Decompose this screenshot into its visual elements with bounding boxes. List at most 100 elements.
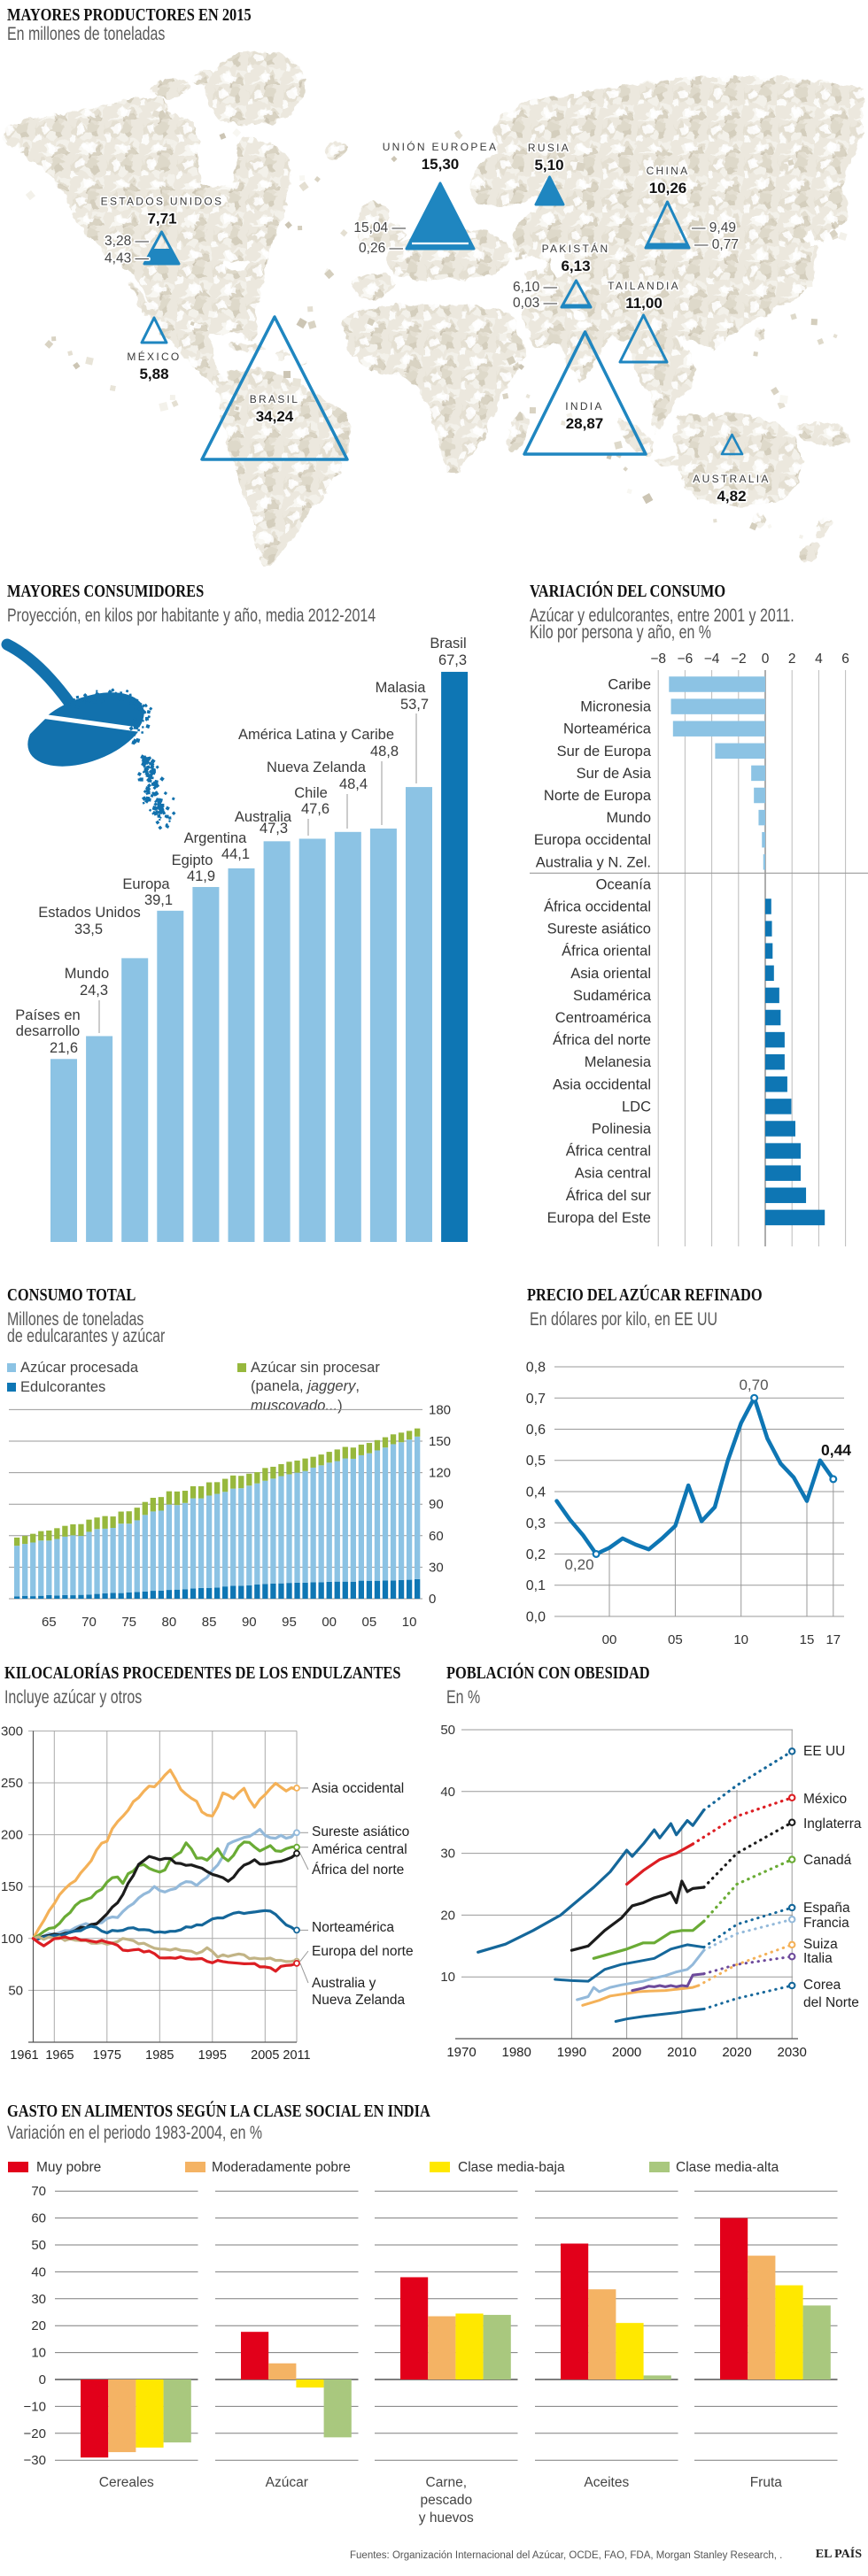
svg-text:200: 200 <box>1 1828 23 1843</box>
svg-text:Chile: Chile <box>294 785 328 801</box>
svg-text:2020: 2020 <box>722 2045 751 2060</box>
svg-text:−4: −4 <box>704 652 720 667</box>
svg-text:Australia: Australia <box>235 809 292 825</box>
svg-text:50: 50 <box>8 1983 23 1998</box>
svg-text:53,7: 53,7 <box>400 697 429 713</box>
svg-text:África oriental: África oriental <box>562 943 651 960</box>
svg-text:20: 20 <box>31 2318 46 2333</box>
svg-text:21,6: 21,6 <box>50 1040 78 1056</box>
svg-text:Fruta: Fruta <box>750 2475 783 2490</box>
svg-text:Sur de Europa: Sur de Europa <box>557 744 652 760</box>
svg-text:2011: 2011 <box>283 2048 310 2063</box>
svg-text:Europa occidental: Europa occidental <box>534 832 651 848</box>
svg-text:1975: 1975 <box>93 2048 121 2063</box>
svg-text:10: 10 <box>440 1970 455 1985</box>
svg-text:Estados Unidos: Estados Unidos <box>38 905 141 921</box>
svg-text:Egipto: Egipto <box>172 852 213 868</box>
svg-text:48,4: 48,4 <box>339 776 368 792</box>
svg-text:10: 10 <box>402 1615 417 1629</box>
svg-text:6: 6 <box>841 652 849 667</box>
svg-text:0: 0 <box>39 2372 46 2387</box>
svg-text:Francia: Francia <box>803 1916 849 1931</box>
svg-text:−6: −6 <box>678 652 694 667</box>
svg-text:Clase media-alta: Clase media-alta <box>676 2160 779 2175</box>
svg-text:Norteamérica: Norteamérica <box>312 1920 394 1935</box>
svg-text:1961: 1961 <box>10 2048 38 2063</box>
svg-text:70: 70 <box>31 2184 46 2199</box>
svg-text:28,87: 28,87 <box>566 415 604 432</box>
svg-text:Polinesia: Polinesia <box>592 1122 652 1138</box>
svg-text:0: 0 <box>762 652 770 667</box>
svg-text:España: España <box>803 1901 850 1916</box>
svg-text:05: 05 <box>668 1632 683 1647</box>
svg-text:Europa del norte: Europa del norte <box>312 1944 414 1959</box>
svg-text:1965: 1965 <box>45 2048 74 2063</box>
svg-text:−20: −20 <box>24 2426 46 2441</box>
svg-text:Países en: Países en <box>15 1007 80 1023</box>
svg-text:México: México <box>803 1792 847 1807</box>
svg-text:150: 150 <box>429 1434 451 1449</box>
svg-text:15,04 —: 15,04 — <box>353 220 406 235</box>
svg-text:América central: América central <box>312 1842 407 1857</box>
svg-text:Italia: Italia <box>803 1951 833 1966</box>
svg-text:30: 30 <box>31 2292 46 2307</box>
svg-text:85: 85 <box>202 1615 217 1629</box>
svg-text:Australia y N. Zel.: Australia y N. Zel. <box>536 854 651 870</box>
svg-text:Asia occidental: Asia occidental <box>312 1781 404 1796</box>
svg-text:desarrollo: desarrollo <box>16 1023 80 1039</box>
svg-text:1980: 1980 <box>502 2045 531 2060</box>
svg-text:y huevos: y huevos <box>419 2510 474 2526</box>
svg-text:Corea: Corea <box>803 1978 841 1993</box>
svg-text:0,5: 0,5 <box>526 1454 546 1469</box>
svg-text:Sureste asiático: Sureste asiático <box>547 922 651 937</box>
svg-text:Edulcorantes: Edulcorantes <box>20 1379 105 1395</box>
svg-text:Canadá: Canadá <box>803 1853 852 1868</box>
svg-text:80: 80 <box>162 1615 177 1629</box>
svg-text:4,82: 4,82 <box>717 488 746 505</box>
svg-text:150: 150 <box>1 1879 23 1894</box>
svg-text:Brasil: Brasil <box>430 636 466 652</box>
svg-text:30: 30 <box>429 1560 444 1575</box>
svg-text:Sureste asiático: Sureste asiático <box>312 1824 409 1839</box>
svg-text:AUSTRALIA: AUSTRALIA <box>693 473 770 485</box>
svg-text:Nueva Zelanda: Nueva Zelanda <box>267 760 367 775</box>
svg-text:Asia central: Asia central <box>575 1166 651 1182</box>
svg-text:−8: −8 <box>650 652 666 667</box>
svg-text:1985: 1985 <box>145 2048 174 2063</box>
svg-text:2005: 2005 <box>251 2048 279 2063</box>
svg-text:Melanesia: Melanesia <box>585 1054 652 1070</box>
svg-text:ESTADOS UNIDOS: ESTADOS UNIDOS <box>101 196 224 208</box>
svg-text:Mundo: Mundo <box>65 966 109 982</box>
svg-text:Caribe: Caribe <box>608 677 651 693</box>
svg-text:4,43 —: 4,43 — <box>105 251 149 266</box>
svg-text:41,9: 41,9 <box>187 868 215 884</box>
svg-text:Norteamérica: Norteamérica <box>563 721 652 737</box>
svg-text:0,20: 0,20 <box>564 1556 593 1573</box>
svg-text:70: 70 <box>81 1615 97 1629</box>
svg-text:CHINA: CHINA <box>647 165 690 177</box>
svg-text:05: 05 <box>362 1615 377 1629</box>
svg-text:pescado: pescado <box>420 2493 472 2508</box>
svg-text:300: 300 <box>1 1724 23 1739</box>
svg-text:Norte de Europa: Norte de Europa <box>544 788 652 804</box>
svg-text:40: 40 <box>440 1785 455 1800</box>
svg-text:−10: −10 <box>24 2399 46 2414</box>
svg-text:5,88: 5,88 <box>139 366 168 382</box>
svg-text:15: 15 <box>800 1632 815 1647</box>
svg-text:Moderadamente pobre: Moderadamente pobre <box>212 2160 351 2175</box>
svg-text:10,26: 10,26 <box>649 180 687 197</box>
svg-text:7,71: 7,71 <box>147 211 176 228</box>
svg-text:INDIA: INDIA <box>565 400 604 413</box>
svg-text:Micronesia: Micronesia <box>580 699 652 715</box>
svg-text:50: 50 <box>440 1723 455 1738</box>
svg-text:Inglaterra: Inglaterra <box>803 1816 862 1832</box>
svg-text:0,8: 0,8 <box>526 1361 546 1376</box>
svg-text:15,30: 15,30 <box>422 156 460 173</box>
svg-text:0,26 —: 0,26 — <box>359 241 403 256</box>
svg-text:2010: 2010 <box>667 2045 696 2060</box>
svg-text:00: 00 <box>602 1632 617 1647</box>
svg-text:EE UU: EE UU <box>803 1744 845 1759</box>
svg-text:Clase media-baja: Clase media-baja <box>458 2160 565 2175</box>
svg-text:180: 180 <box>429 1402 451 1417</box>
svg-text:África del norte: África del norte <box>553 1031 651 1048</box>
